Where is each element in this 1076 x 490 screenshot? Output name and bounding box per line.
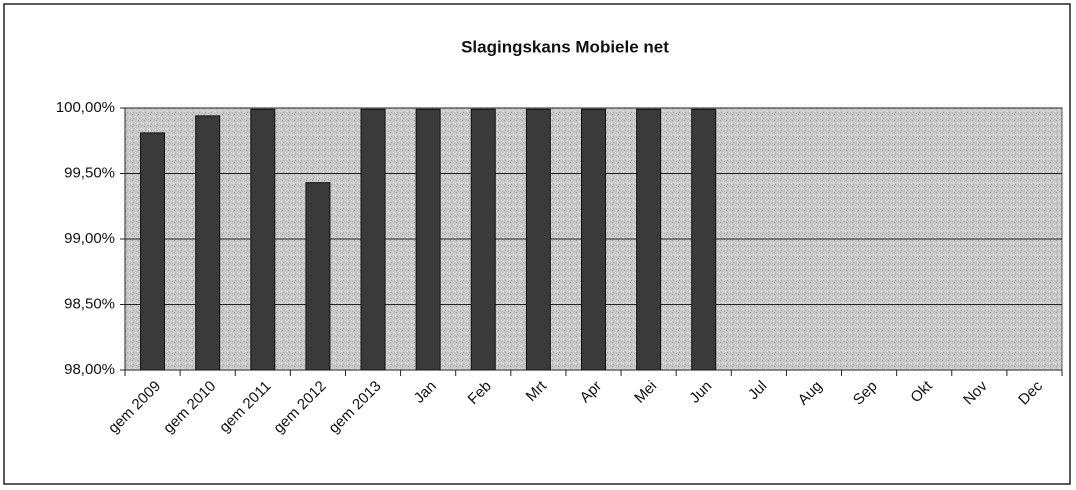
y-tick-label: 99,50% xyxy=(64,164,115,181)
bar xyxy=(470,108,496,371)
bar xyxy=(525,108,551,371)
bar xyxy=(636,108,662,371)
y-tick-label: 99,00% xyxy=(64,230,115,247)
bar xyxy=(415,108,441,371)
bar xyxy=(250,108,276,371)
bar xyxy=(691,108,717,371)
y-tick-label: 98,00% xyxy=(64,361,115,378)
bar xyxy=(305,182,331,371)
bar xyxy=(360,108,386,371)
bar xyxy=(581,108,606,371)
y-tick-label: 100,00% xyxy=(56,99,115,116)
chart-title: Slagingskans Mobiele net xyxy=(461,37,669,56)
y-tick-label: 98,50% xyxy=(64,295,115,312)
bar xyxy=(140,132,166,371)
bar xyxy=(195,115,221,371)
